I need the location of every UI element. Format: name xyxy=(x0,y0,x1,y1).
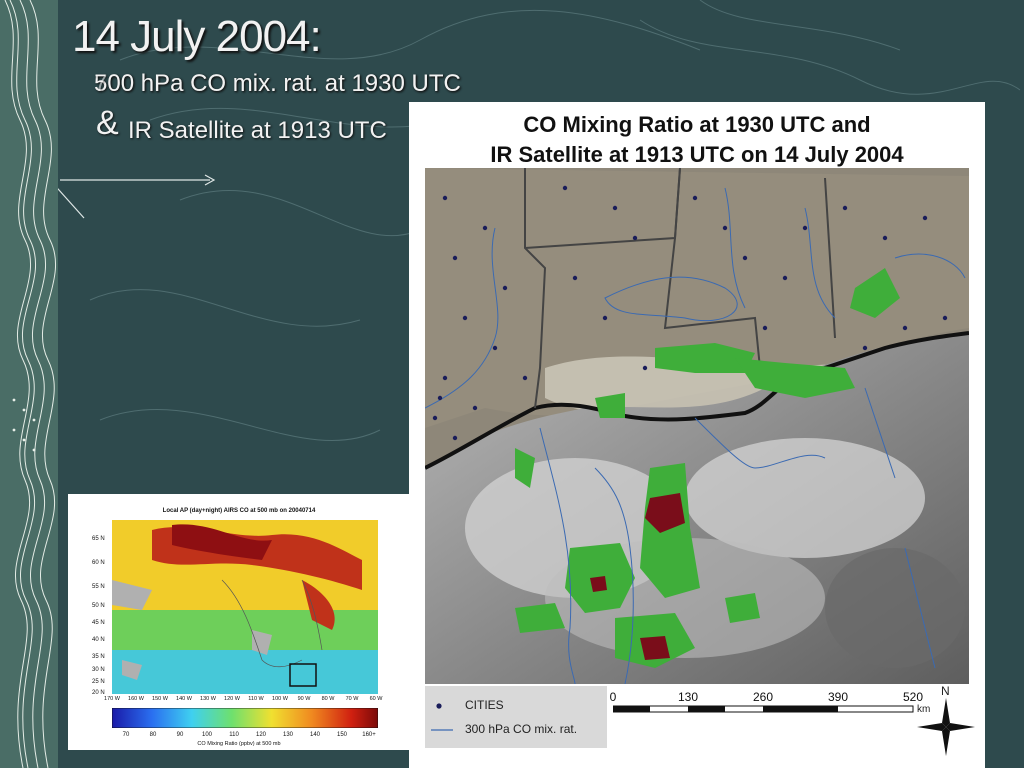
inset-y-tick: 60 N xyxy=(92,560,105,566)
inset-x-tick: 100 W xyxy=(272,696,288,702)
scale-tick: 0 xyxy=(609,690,617,704)
inset-x-tick: 80 W xyxy=(321,696,335,702)
colorbar-tick: 160+ xyxy=(362,732,376,738)
map-title-line1: CO Mixing Ratio at 1930 UTC and xyxy=(523,112,871,137)
inset-x-tick: 140 W xyxy=(176,696,192,702)
inset-y-tick: 55 N xyxy=(92,584,105,590)
inset-y-tick: 20 N xyxy=(92,690,105,696)
subtitle-ampersand: & xyxy=(96,104,119,142)
subtitle-line1-a: 500 hPa CO mix. rat. at 1930 UTC xyxy=(94,70,461,97)
inset-x-tick: 60 W xyxy=(369,696,383,702)
map-legend: CITIES 300 hPa CO mix. rat. xyxy=(425,686,607,748)
colorbar-tick: 110 xyxy=(229,732,239,738)
inset-x-tick: 130 W xyxy=(200,696,216,702)
scale-tick: 390 xyxy=(827,690,849,704)
inset-x-tick: 150 W xyxy=(152,696,168,702)
inset-x-tick: 110 W xyxy=(248,696,264,702)
scale-tick: 130 xyxy=(677,690,699,704)
north-arrow-icon xyxy=(917,698,975,756)
scale-unit: km xyxy=(917,704,931,715)
inset-x-tick: 70 W xyxy=(345,696,359,702)
colorbar-tick: 140 xyxy=(309,732,321,738)
inset-y-tick: 25 N xyxy=(92,679,105,685)
colorbar-tick: 120 xyxy=(255,732,267,738)
colorbar-tick: 100 xyxy=(201,732,213,738)
inset-y-tick: 40 N xyxy=(92,637,105,643)
subtitle-line1-b: 700 hPa CO mix. rat. at 1930 UTC xyxy=(94,70,461,97)
inset-title: Local AP (day+night) AIRS CO at 500 mb o… xyxy=(162,508,316,514)
scale-bar xyxy=(613,705,914,713)
inset-x-tick: 160 W xyxy=(128,696,144,702)
legend-symbols xyxy=(431,703,453,731)
colorbar-tick: 80 xyxy=(149,732,157,738)
inset-y-tick: 65 N xyxy=(92,536,105,542)
inset-y-tick: 35 N xyxy=(92,654,105,660)
inset-x-tick: 170 W xyxy=(104,696,120,702)
co-satellite-map-panel: CO Mixing Ratio at 1930 UTC and IR Satel… xyxy=(409,102,985,768)
satellite-map xyxy=(425,168,969,684)
inset-co-field xyxy=(112,520,378,694)
colorbar-tick: 130 xyxy=(282,732,294,738)
inset-x-tick: 120 W xyxy=(224,696,240,702)
legend-contour-label: 300 hPa CO mix. rat. xyxy=(465,722,578,736)
inset-y-tick: 50 N xyxy=(92,603,105,609)
north-label: N xyxy=(941,684,950,698)
colorbar-tick: 70 xyxy=(122,732,130,738)
map-title-line2: IR Satellite at 1913 UTC on 14 July 2004 xyxy=(490,142,904,167)
airs-co-inset-map: Local AP (day+night) AIRS CO at 500 mb o… xyxy=(68,494,410,750)
scale-tick: 260 xyxy=(752,690,774,704)
legend-cities-label: CITIES xyxy=(465,698,504,712)
inset-y-tick: 30 N xyxy=(92,667,105,673)
topographic-strip xyxy=(0,0,58,768)
inset-colorbar xyxy=(112,708,378,728)
colorbar-title: CO Mixing Ratio (ppbv) at 500 mb xyxy=(197,741,281,747)
inset-x-tick: 90 W xyxy=(297,696,311,702)
scale-tick: 520 xyxy=(902,690,924,704)
subtitle-line2: IR Satellite at 1913 UTC xyxy=(128,117,387,144)
slide-title: 14 July 2004: xyxy=(72,12,322,61)
colorbar-tick: 150 xyxy=(336,732,348,738)
inset-y-tick: 45 N xyxy=(92,620,105,626)
colorbar-tick: 90 xyxy=(176,732,184,738)
